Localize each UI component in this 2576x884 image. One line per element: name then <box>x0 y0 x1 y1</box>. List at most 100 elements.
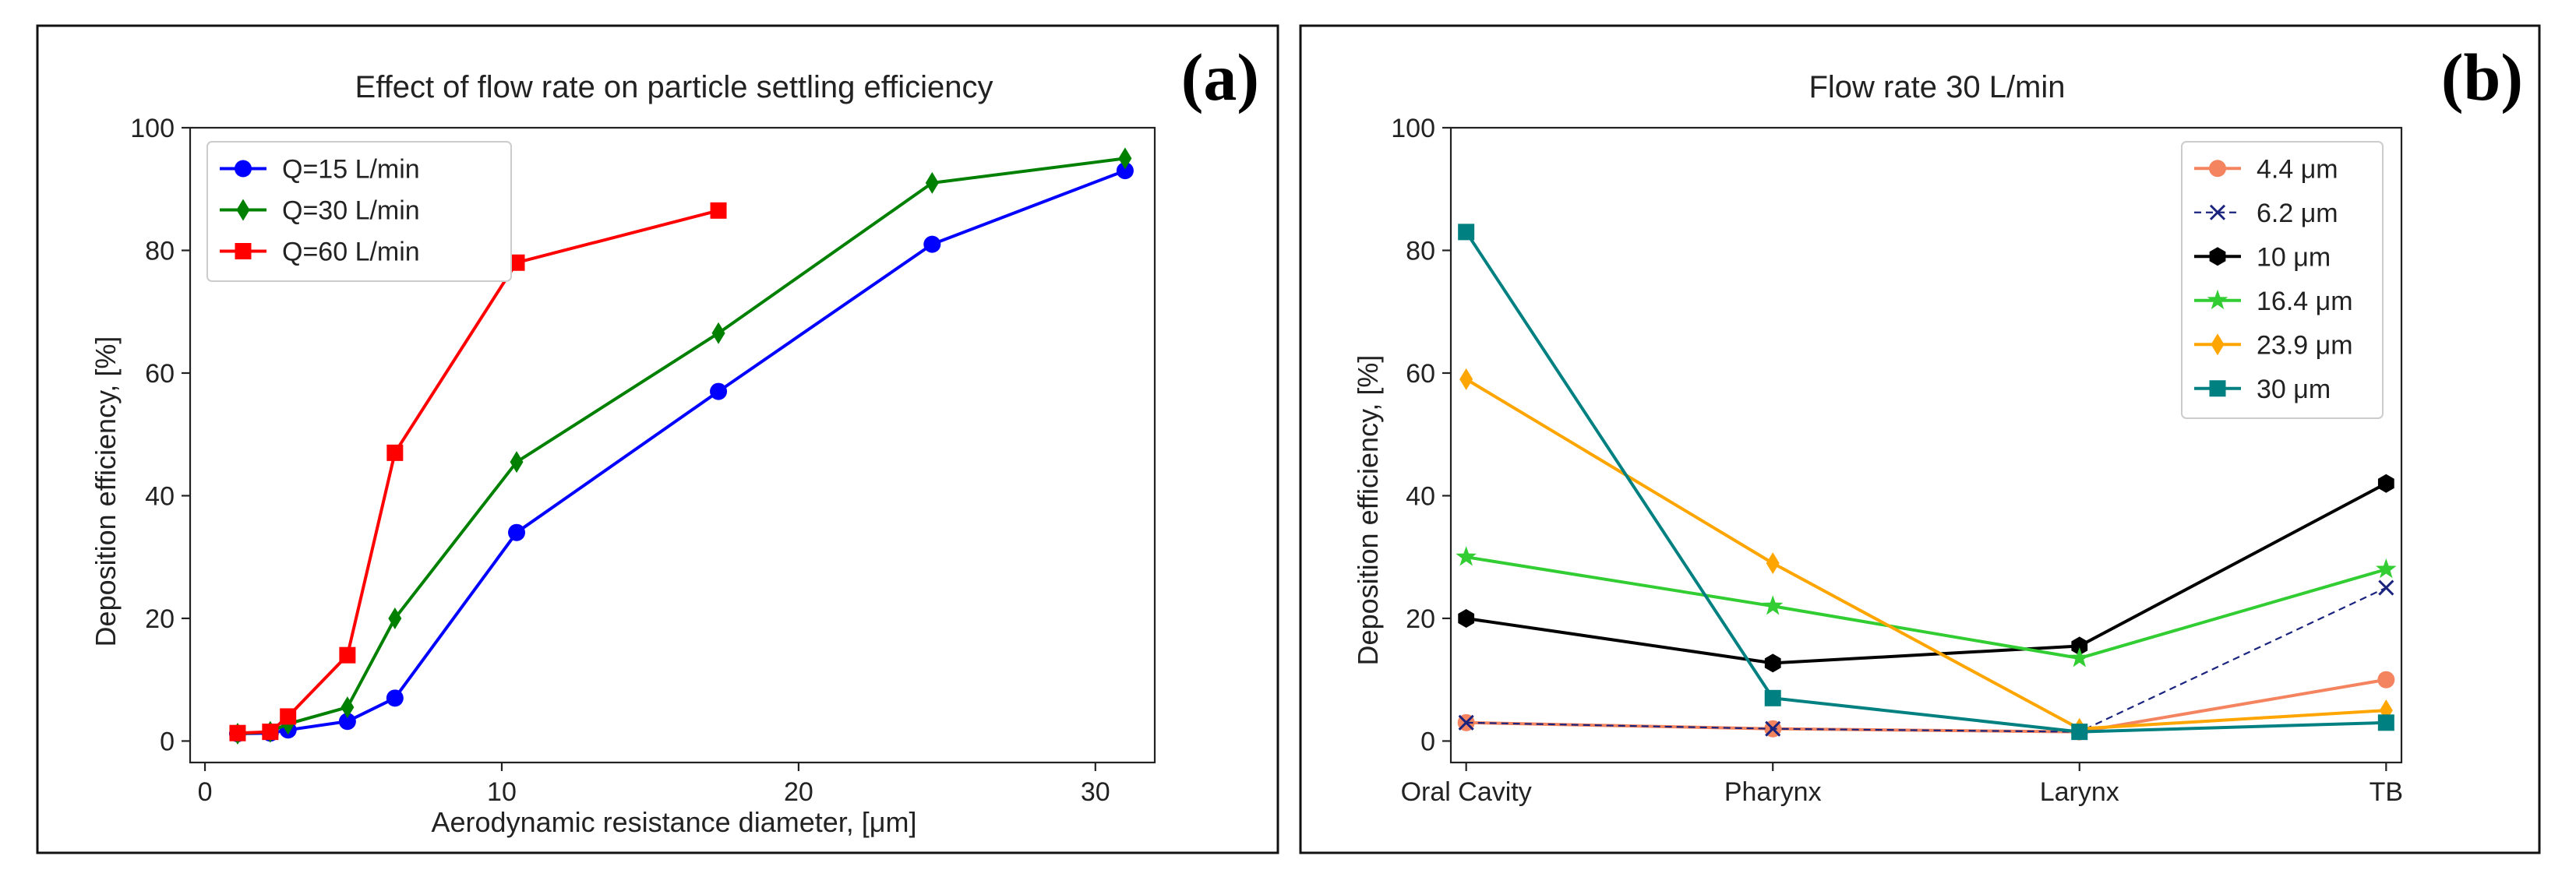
a-series-q-60-l-min <box>229 202 727 741</box>
a-ytick-label-40: 40 <box>145 481 175 511</box>
b-xtick-label-pharynx: Pharynx <box>1724 777 1822 807</box>
b-series-30-m-point-3 <box>2377 714 2394 731</box>
b-series-16-4-m-point-1 <box>1762 595 1784 615</box>
a-ytick-label-0: 0 <box>160 727 175 756</box>
b-series-16-4-m-point-0 <box>1456 546 1477 566</box>
b-xtick-label-larynx: Larynx <box>2040 777 2119 807</box>
b-series-6-2-m-point-1 <box>1765 720 1781 737</box>
a-series-q-30-l-min-point-8 <box>1118 147 1132 170</box>
b-legend-marker-6-2-m <box>2209 204 2226 220</box>
panel-a-xlabel: Aerodynamic resistance diameter, [μm] <box>432 806 917 838</box>
b-series-16-4-m-line <box>1466 555 2387 660</box>
b-ytick-label-40: 40 <box>1406 481 1435 511</box>
a-legend-marker-q-60-l-min <box>235 243 252 259</box>
a-xtick-label-10: 10 <box>487 777 517 807</box>
b-legend-marker-16-4-m <box>2207 289 2228 310</box>
b-legend-label-4-4-m: 4.4 μm <box>2257 154 2338 184</box>
b-series-23-9-m-point-0 <box>1459 368 1473 390</box>
b-legend-marker-30-m <box>2209 380 2226 397</box>
b-series-10-m-point-0 <box>1458 608 1475 628</box>
a-series-q-60-l-min-line <box>237 209 719 735</box>
b-series-23-9-m-point-1 <box>1766 552 1780 575</box>
b-series-6-2-m-point-3 <box>2378 579 2394 596</box>
panel-a: (a) Effect of flow rate on particle sett… <box>36 24 1279 854</box>
b-xtick-label-oral-cavity: Oral Cavity <box>1401 777 1532 807</box>
a-ytick-label-100: 100 <box>130 114 175 143</box>
b-legend-marker-4-4-m <box>2209 160 2226 178</box>
a-legend-box <box>206 141 512 282</box>
b-ytick-label-20: 20 <box>1406 604 1435 634</box>
b-series-30-m <box>1458 224 2394 741</box>
b-series-30-m-point-1 <box>1764 689 1781 706</box>
a-series-q-60-l-min-point-1 <box>262 724 279 741</box>
panel-a-frame <box>36 24 1279 854</box>
b-ytick-label-60: 60 <box>1406 359 1435 389</box>
panel-b-ylabel: Deposition efficiency, [%] <box>1352 355 1384 666</box>
b-series-6-2-m <box>1458 579 2394 740</box>
a-series-q-60-l-min-point-3 <box>339 646 356 664</box>
a-series-q-60-l-min-point-5 <box>508 254 525 271</box>
a-series-q-15-l-min-point-8 <box>1116 162 1134 180</box>
b-legend-marker-23-9-m <box>2211 333 2225 356</box>
a-ytick-label-80: 80 <box>145 236 175 266</box>
b-series-10-m-point-1 <box>1764 653 1781 673</box>
a-series-q-30-l-min-point-5 <box>510 451 524 474</box>
b-series-6-2-m-line <box>1466 586 2387 733</box>
a-xtick-label-30: 30 <box>1081 777 1110 807</box>
panel-b-frame <box>1299 24 2541 854</box>
b-series-4-4-m-line <box>1466 678 2387 734</box>
b-xtick-label-tb: TB <box>2370 777 2403 807</box>
b-series-10-m-point-2 <box>2071 636 2088 656</box>
a-series-q-60-l-min-point-2 <box>280 708 297 725</box>
a-series-q-60-l-min-point-0 <box>229 724 246 741</box>
b-series-16-4-m <box>1456 546 2397 667</box>
panel-b-plot-area <box>1449 126 2403 764</box>
a-legend-label-q-15-l-min: Q=15 L/min <box>282 155 420 185</box>
panel-a-legend: Q=15 L/min Q=30 L/min Q=60 L/min <box>206 141 512 282</box>
panel-b-ticks: 0 20 40 60 80 100 Oral Cavity Pharynx Larynx TB <box>1391 114 2403 807</box>
b-series-30-m-point-2 <box>2071 724 2088 741</box>
panel-a-ticks: 0 20 40 60 80 100 0 10 20 30 <box>130 114 1110 807</box>
a-xtick-label-20: 20 <box>784 777 813 807</box>
a-series-q-15-l-min-point-6 <box>710 382 728 400</box>
a-series-q-30-l-min-point-6 <box>711 322 725 344</box>
b-legend-label-6-2-m: 6.2 μm <box>2257 199 2338 228</box>
b-series-30-m-line <box>1465 231 2387 734</box>
a-xtick-label-0: 0 <box>198 777 213 807</box>
a-series-q-15-l-min-point-7 <box>923 235 941 253</box>
panel-b: (b) Flow rate 30 L/min Deposition effici… <box>1299 24 2541 854</box>
b-legend-label-16-4-m: 16.4 μm <box>2257 287 2353 316</box>
b-series-16-4-m-point-3 <box>2376 558 2397 579</box>
a-series-q-30-l-min-point-3 <box>341 696 355 719</box>
panel-a-series <box>228 147 1134 745</box>
a-legend-marker-q-30-l-min <box>236 199 250 221</box>
a-ytick-label-60: 60 <box>145 359 175 389</box>
b-legend-marker-10-m <box>2209 247 2226 266</box>
b-ytick-label-100: 100 <box>1391 114 1435 143</box>
a-ytick-label-20: 20 <box>145 604 175 634</box>
panel-a-title: Effect of flow rate on particle settling… <box>355 70 993 104</box>
b-series-16-4-m-point-2 <box>2069 647 2091 667</box>
a-legend-marker-q-15-l-min <box>235 160 252 178</box>
a-series-q-15-l-min-point-5 <box>508 523 526 541</box>
panel-b-series <box>1456 224 2397 741</box>
b-legend-label-10-m: 10 μm <box>2257 242 2331 272</box>
b-ytick-label-0: 0 <box>1420 727 1435 756</box>
panel-b-label: (b) <box>2441 40 2523 114</box>
b-series-10-m-line <box>1466 481 2387 665</box>
a-legend-label-q-60-l-min: Q=60 L/min <box>282 238 420 267</box>
b-series-10-m <box>1458 474 2394 673</box>
panel-a-ylabel: Deposition efficiency, [%] <box>90 336 122 647</box>
a-series-q-30-l-min-point-4 <box>388 607 402 629</box>
a-series-q-15-l-min-point-3 <box>338 713 356 731</box>
b-series-4-4-m-point-3 <box>2377 671 2395 689</box>
a-series-q-60-l-min-point-6 <box>710 202 727 219</box>
a-series-q-30-l-min-point-7 <box>925 171 939 194</box>
b-series-30-m-point-0 <box>1458 224 1475 241</box>
b-series-10-m-point-3 <box>2377 474 2394 493</box>
b-series-6-2-m-point-0 <box>1458 714 1474 731</box>
b-legend-box <box>2181 141 2384 419</box>
a-legend-label-q-30-l-min: Q=30 L/min <box>282 196 420 226</box>
b-legend-label-23-9-m: 23.9 μm <box>2257 330 2353 360</box>
